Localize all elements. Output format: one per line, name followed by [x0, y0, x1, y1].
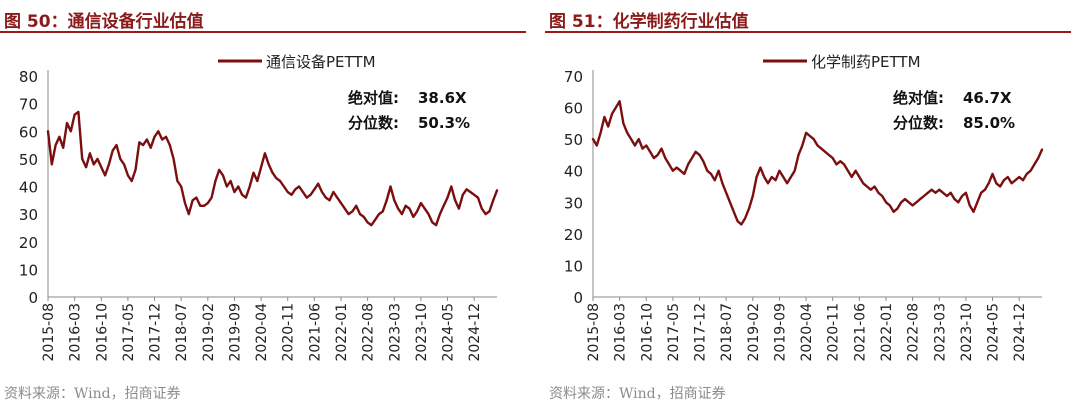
x-tick-label: 2017-05	[121, 303, 137, 362]
y-tick-label: 0	[28, 289, 38, 307]
annotation-label: 分位数:	[893, 114, 944, 132]
y-tick-label: 30	[564, 194, 583, 212]
chart-panel-telecom-equipment: 图 50：通信设备行业估值 通信设备PETTM 0 10 20 30 40 50 60 70 80…	[0, 0, 530, 409]
annotation-label: 绝对值:	[893, 89, 944, 107]
y-tick-label: 40	[564, 163, 583, 181]
y-tick-label: 20	[564, 226, 583, 244]
source-note: 资料来源：Wind，招商证券	[549, 386, 726, 402]
x-tick-label: 2023-03	[387, 303, 403, 362]
x-tick-label: 2017-12	[148, 303, 164, 362]
y-tick-label: 80	[19, 68, 38, 86]
figure-label: 图 51：	[549, 12, 613, 32]
chart-panel-chemical-pharma: 图 51：化学制药行业估值 化学制药PETTM 0 10 20 30 40 50 60 70 20…	[545, 0, 1075, 409]
y-tick-label: 10	[19, 261, 38, 279]
series-line	[591, 100, 1044, 226]
series-line	[46, 110, 499, 227]
annotation-label: 分位数:	[348, 114, 399, 132]
x-tick-label: 2024-05	[441, 303, 457, 362]
x-tick-label: 2018-07	[719, 303, 735, 362]
x-tick-label: 2022-08	[361, 303, 377, 362]
x-tick-label: 2022-08	[906, 303, 922, 362]
x-tick-label: 2019-02	[201, 303, 217, 362]
title-rule	[0, 31, 526, 33]
y-tick-label: 40	[19, 179, 38, 197]
x-tick-label: 2017-12	[693, 303, 709, 362]
y-tick-label: 50	[564, 131, 583, 149]
x-tick-label: 2021-06	[852, 303, 868, 362]
y-tick-label: 70	[19, 96, 38, 114]
chart-title: 图 50：通信设备行业估值	[4, 7, 204, 32]
y-tick-label: 10	[564, 257, 583, 275]
line-chart-chemical-pharma: 化学制药PETTM 0 10 20 30 40 50 60 70 2015-08 2016-03 20…	[564, 53, 1044, 362]
y-tick-label: 60	[564, 100, 583, 118]
x-tick-label: 2020-04	[799, 303, 815, 362]
line-chart-telecom-equipment: 通信设备PETTM 0 10 20 30 40 50 60 70 80 2015-08 2016-03…	[19, 53, 499, 362]
y-tick-label: 70	[564, 68, 583, 86]
x-tick-label: 2024-05	[986, 303, 1002, 362]
x-tick-label: 2019-02	[746, 303, 762, 362]
y-tick-label: 50	[19, 151, 38, 169]
x-tick-label: 2016-10	[94, 303, 110, 362]
figure-title: 通信设备行业估值	[67, 12, 204, 32]
chart-title: 图 51：化学制药行业估值	[549, 7, 749, 32]
figure-label: 图 50：	[4, 12, 68, 32]
x-tick-label: 2015-08	[586, 303, 602, 362]
x-tick-label: 2023-10	[414, 303, 430, 362]
legend-label: 通信设备PETTM	[266, 53, 376, 71]
x-tick-label: 2019-09	[227, 303, 243, 362]
x-tick-label: 2022-01	[334, 303, 350, 362]
x-tick-label: 2021-06	[307, 303, 323, 362]
x-tick-label: 2024-12	[467, 303, 483, 362]
x-tick-label: 2016-03	[68, 303, 84, 362]
x-tick-label: 2017-05	[666, 303, 682, 362]
annotation-value: 85.0%	[963, 114, 1015, 132]
x-tick-label: 2024-12	[1012, 303, 1028, 362]
figure-title: 化学制药行业估值	[612, 12, 749, 32]
x-tick-label: 2019-09	[772, 303, 788, 362]
annotation-value: 38.6X	[418, 89, 467, 107]
annotation-value: 46.7X	[963, 89, 1012, 107]
legend-label: 化学制药PETTM	[811, 53, 921, 71]
x-tick-label: 2023-03	[932, 303, 948, 362]
source-note: 资料来源：Wind，招商证券	[4, 386, 181, 402]
y-tick-label: 0	[573, 289, 583, 307]
x-tick-label: 2022-01	[879, 303, 895, 362]
x-tick-label: 2016-10	[639, 303, 655, 362]
annotation-value: 50.3%	[418, 114, 470, 132]
title-rule	[545, 31, 1071, 33]
x-tick-label: 2020-04	[254, 303, 270, 362]
x-tick-label: 2020-11	[826, 303, 842, 362]
y-tick-label: 30	[19, 206, 38, 224]
x-tick-label: 2016-03	[613, 303, 629, 362]
x-tick-label: 2015-08	[41, 303, 57, 362]
x-tick-label: 2023-10	[959, 303, 975, 362]
annotation-label: 绝对值:	[348, 89, 399, 107]
x-tick-label: 2020-11	[281, 303, 297, 362]
y-tick-label: 20	[19, 234, 38, 252]
x-tick-label: 2018-07	[174, 303, 190, 362]
y-tick-label: 60	[19, 123, 38, 141]
